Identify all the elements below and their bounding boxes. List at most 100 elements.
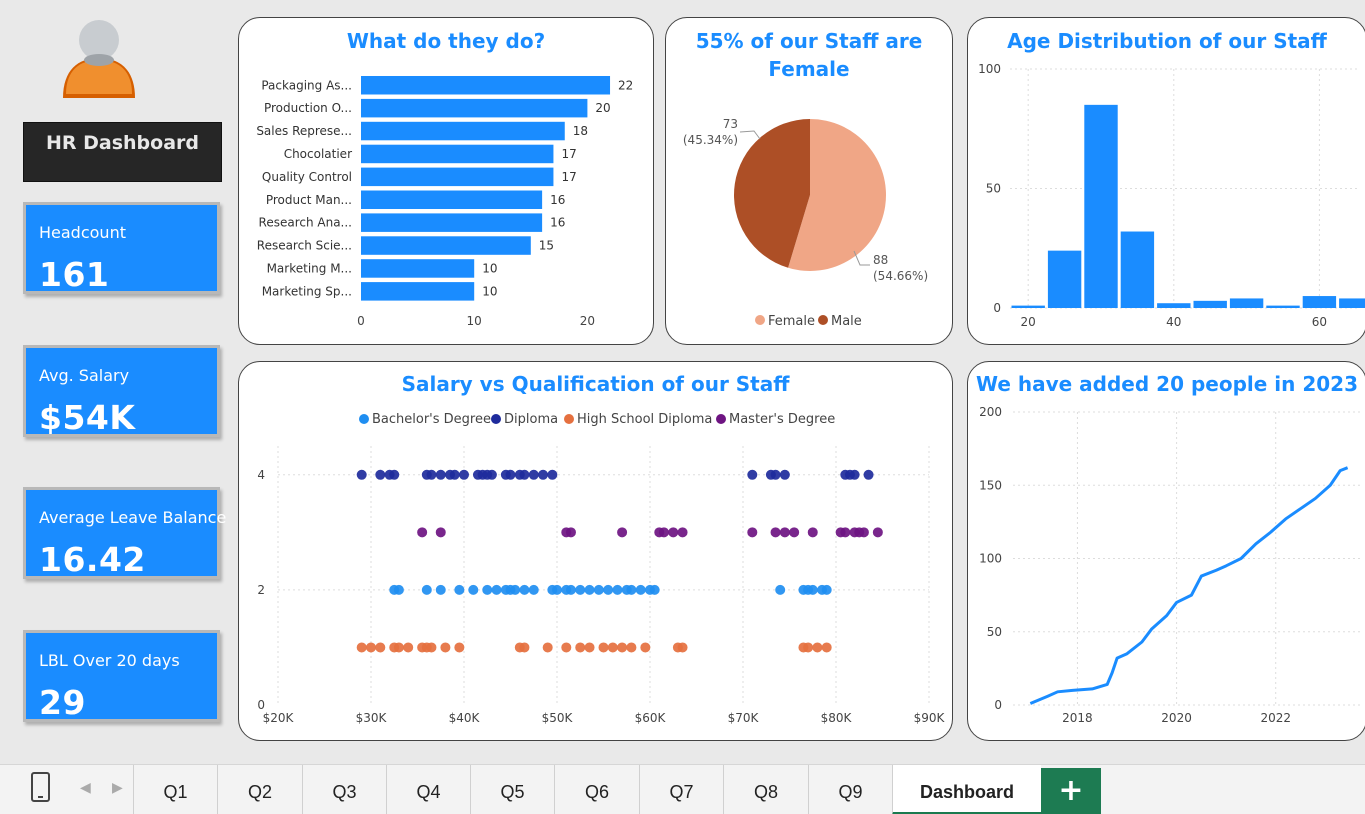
legend-marker	[564, 414, 574, 424]
x-tick-label: 20	[1021, 315, 1036, 329]
y-tick-label: 0	[257, 698, 265, 712]
legend-label: High School Diploma	[577, 412, 712, 427]
x-tick-label: 40	[1166, 315, 1181, 329]
scatter-point	[519, 469, 530, 480]
x-tick-label: $80K	[821, 711, 853, 725]
tab-q5[interactable]: Q5	[470, 765, 554, 814]
scatter-point	[677, 642, 688, 653]
y-tick-label: 0	[993, 301, 1001, 315]
tab-q9[interactable]: Q9	[808, 765, 892, 814]
x-tick-label: 60	[1312, 315, 1327, 329]
scatter-point	[617, 642, 628, 653]
scatter-point	[389, 469, 400, 480]
scatter-point	[649, 584, 660, 595]
add-sheet-button[interactable]: +	[1041, 768, 1101, 814]
kpi-average-leave-balance: Average Leave Balance 16.42	[23, 487, 226, 579]
phone-icon[interactable]	[31, 772, 50, 802]
scatter-point	[575, 642, 586, 653]
scatter-point	[435, 527, 446, 538]
tab-q3[interactable]: Q3	[302, 765, 386, 814]
scatter-point	[468, 584, 479, 595]
scatter-point	[538, 469, 549, 480]
bar	[361, 144, 554, 164]
job-roles-card: What do they do? Packaging As... 22 Produc…	[238, 17, 654, 345]
legend-label: Male	[831, 314, 862, 329]
tab-q2[interactable]: Q2	[217, 765, 302, 814]
scatter-point	[486, 469, 497, 480]
chevron-right-icon[interactable]: ▶	[112, 780, 123, 796]
bar	[361, 213, 543, 232]
scatter-point	[789, 527, 800, 538]
leader-line	[853, 250, 870, 266]
scatter-point	[807, 584, 818, 595]
scatter-point	[565, 584, 576, 595]
histogram-bar	[1157, 303, 1191, 308]
scatter-point	[426, 642, 437, 653]
x-tick-label: $40K	[449, 711, 481, 725]
bar-value-label: 10	[482, 284, 497, 298]
tab-q7[interactable]: Q7	[639, 765, 723, 814]
x-tick-label: $20K	[263, 711, 295, 725]
bar-value-label: 16	[550, 193, 565, 207]
legend-label: Bachelor's Degree	[372, 412, 491, 427]
legend-label: Diploma	[504, 412, 558, 427]
legend-label: Female	[768, 314, 815, 329]
bar	[361, 76, 611, 95]
pie-percent-label: (45.34%)	[683, 133, 738, 147]
bar-category-label: Chocolatier	[284, 147, 352, 161]
scatter-point	[393, 584, 404, 595]
hires-over-time-chart: 0 50 100 150 200 2018 2020 2022	[979, 405, 1360, 725]
gender-pie-chart: 73 (45.34%) 88 (54.66%) Female Male	[683, 117, 928, 329]
bar-value-label: 17	[561, 147, 576, 161]
scatter-point	[821, 584, 832, 595]
bar-category-label: Sales Represe...	[256, 124, 352, 138]
series-line	[1029, 466, 1349, 705]
x-tick-label: $50K	[542, 711, 574, 725]
tab-q1[interactable]: Q1	[133, 765, 217, 814]
tab-q4[interactable]: Q4	[386, 765, 470, 814]
chevron-left-icon[interactable]: ◀	[80, 780, 91, 796]
bar-category-label: Production O...	[264, 101, 352, 115]
x-tick-label: $30K	[356, 711, 388, 725]
x-tick-label: $70K	[728, 711, 760, 725]
scatter-point	[747, 469, 758, 480]
scatter-point	[779, 469, 790, 480]
legend-marker	[755, 315, 765, 325]
tab-q8[interactable]: Q8	[723, 765, 808, 814]
y-tick-label: 2	[257, 583, 265, 597]
scatter-point	[519, 584, 530, 595]
tab-dashboard[interactable]: Dashboard	[892, 765, 1041, 814]
scatter-point	[426, 469, 437, 480]
bar-category-label: Research Ana...	[259, 216, 352, 230]
kpi-value: 16.42	[39, 540, 146, 579]
bar	[361, 167, 554, 187]
salary-qualification-chart: Bachelor's Degree Diploma High School Dipl…	[257, 412, 945, 725]
x-tick-label: 0	[357, 314, 365, 328]
histogram-bar	[1047, 250, 1082, 308]
scatter-point	[821, 642, 832, 653]
scatter-point	[584, 642, 595, 653]
dashboard-canvas: HR Dashboard Headcount 161 Avg. Salary $…	[23, 17, 1365, 741]
person-avatar-icon	[63, 20, 135, 98]
scatter-point	[626, 642, 637, 653]
scatter-point	[565, 527, 576, 538]
dashboard-title: HR Dashboard	[23, 122, 222, 182]
scatter-point	[435, 584, 446, 595]
histogram-bar	[1229, 298, 1264, 308]
histogram-bar	[1339, 298, 1365, 308]
scatter-point	[770, 469, 781, 480]
tab-q6[interactable]: Q6	[554, 765, 639, 814]
scatter-point	[603, 584, 614, 595]
scatter-point	[375, 642, 386, 653]
pie-percent-label: (54.66%)	[873, 269, 928, 283]
bar	[361, 190, 543, 209]
scatter-point	[528, 584, 539, 595]
kpi-value: $54K	[39, 398, 136, 437]
pie-value-label: 73	[723, 117, 738, 131]
kpi-lbl-over-20-days: LBL Over 20 days 29	[23, 630, 220, 722]
bar-value-label: 18	[573, 124, 588, 138]
legend-label: Master's Degree	[729, 412, 835, 427]
x-tick-label: 20	[580, 314, 595, 328]
age-card: Age Distribution of our Staff 0 50 100 20 40…	[967, 17, 1365, 345]
bar-category-label: Marketing Sp...	[262, 284, 352, 298]
